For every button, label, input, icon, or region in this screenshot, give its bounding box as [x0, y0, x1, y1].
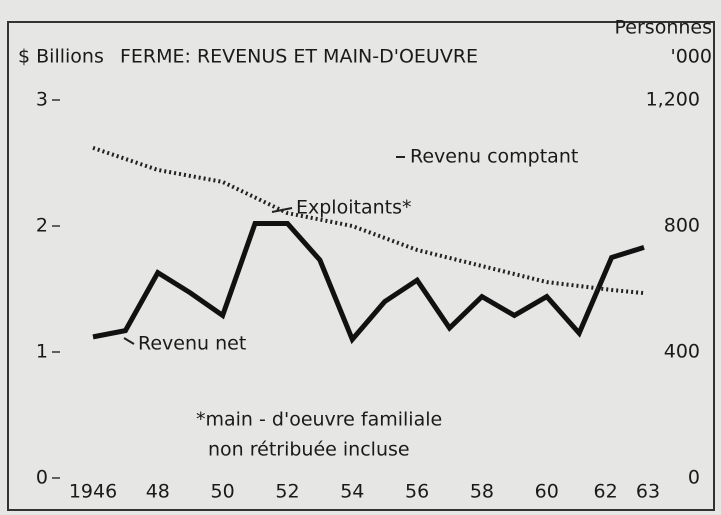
y2-axis-label: Personnes: [615, 17, 712, 39]
x-tick-label: 60: [535, 481, 559, 503]
y2-tick-label: 0: [688, 467, 700, 489]
annotation: Revenu comptant: [410, 146, 578, 168]
x-tick-label: 58: [470, 481, 494, 503]
note: *main - d'oeuvre familiale: [196, 409, 442, 431]
y-tick-label: 1: [36, 341, 48, 363]
series-line: [92, 145, 645, 296]
x-tick-label: 50: [211, 481, 235, 503]
series-pointer: [271, 207, 293, 213]
frame: [7, 21, 715, 511]
y2-tick-label: 400: [664, 341, 700, 363]
y2-tick-label: 800: [664, 215, 700, 237]
series-label: Revenu net: [138, 333, 246, 355]
note: non rétribuée incluse: [208, 439, 410, 461]
y-tick-label: 0: [36, 467, 48, 489]
series-line: [92, 220, 645, 345]
chart-title: FERME: REVENUS ET MAIN-D'OEUVRE: [120, 46, 478, 68]
x-tick-label: 63: [636, 481, 660, 503]
x-tick-label: 54: [340, 481, 364, 503]
x-tick-label: 62: [593, 481, 617, 503]
y2-axis-label: '000: [671, 46, 713, 68]
y-tick-label: 3: [36, 89, 48, 111]
y-tick-label: 2: [36, 215, 48, 237]
x-tick-label: 48: [146, 481, 170, 503]
x-tick-label: 56: [405, 481, 429, 503]
x-tick-label: 52: [275, 481, 299, 503]
series-pointer: [123, 337, 135, 345]
x-tick-label: 1946: [69, 481, 117, 503]
y2-tick-label: 1,200: [646, 89, 700, 111]
series-label: Exploitants*: [296, 197, 411, 219]
y-axis-label: $ Billions: [18, 46, 104, 68]
